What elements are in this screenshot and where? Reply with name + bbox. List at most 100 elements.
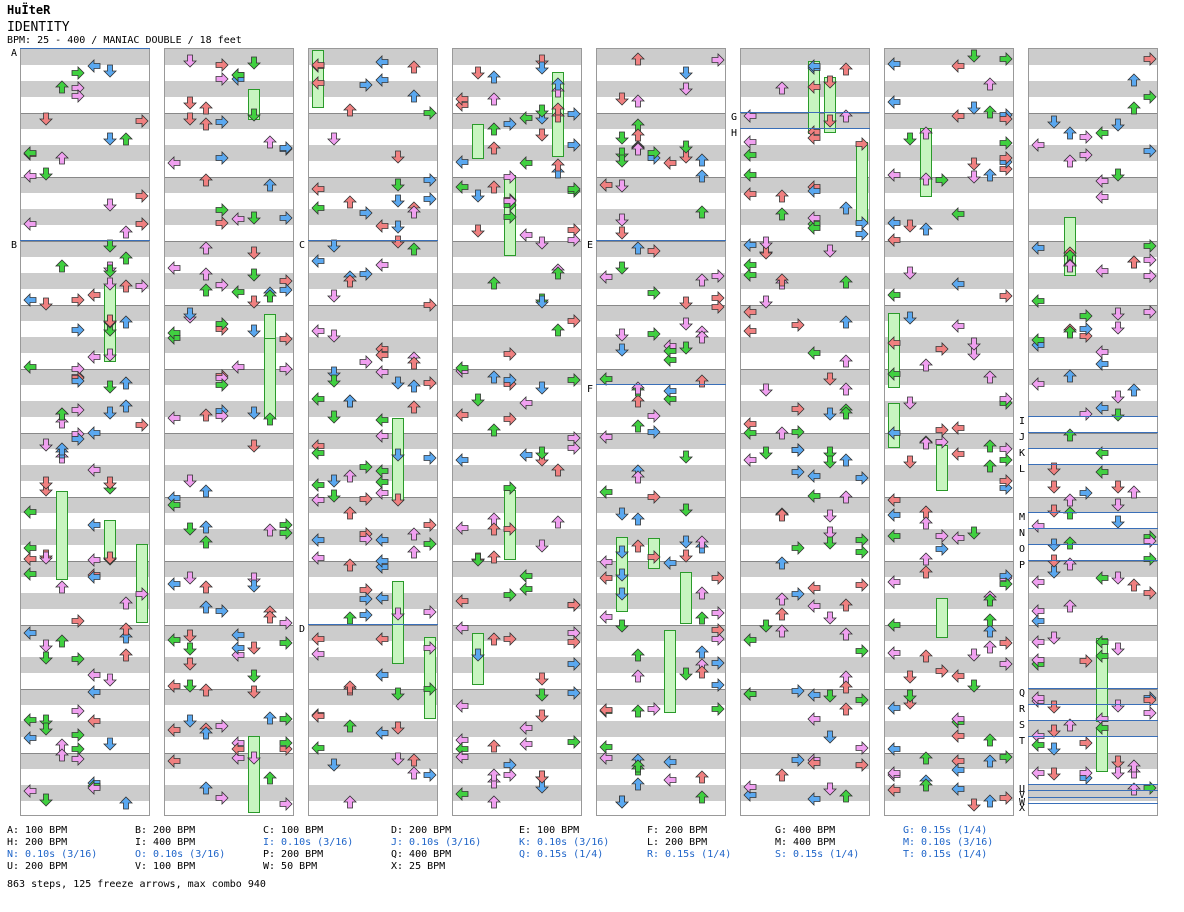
step-arrow-icon: [87, 685, 101, 699]
measure-line: [165, 369, 293, 370]
step-arrow-icon: [23, 713, 37, 727]
legend-entry: Q: 0.15s (1/4): [519, 849, 604, 860]
step-arrow-icon: [119, 630, 133, 644]
step-arrow-icon: [951, 447, 965, 461]
step-arrow-icon: [327, 474, 341, 488]
step-arrow-icon: [999, 474, 1013, 488]
step-arrow-icon: [1095, 571, 1109, 585]
step-arrow-icon: [103, 737, 117, 751]
step-arrow-icon: [183, 657, 197, 671]
step-arrow-icon: [247, 685, 261, 699]
step-arrow-icon: [1111, 168, 1125, 182]
step-arrow-icon: [343, 469, 357, 483]
measure-line: [309, 561, 437, 562]
step-arrow-icon: [103, 314, 117, 328]
step-arrow-icon: [359, 267, 373, 281]
freeze-arrow: [248, 736, 260, 813]
step-arrow-icon: [263, 610, 277, 624]
measure-line: [741, 753, 869, 754]
step-arrow-icon: [839, 453, 853, 467]
legend-entry: W: 50 BPM: [263, 861, 318, 872]
step-arrow-icon: [391, 721, 405, 735]
step-arrow-icon: [375, 258, 389, 272]
step-arrow-icon: [1079, 130, 1093, 144]
step-arrow-icon: [519, 156, 533, 170]
step-arrow-icon: [103, 264, 117, 278]
step-arrow-icon: [375, 726, 389, 740]
measure-line: [1029, 497, 1157, 498]
freeze-arrow: [472, 124, 484, 159]
step-arrow-icon: [199, 520, 213, 534]
bpm-marker-label: W: [1019, 796, 1026, 808]
step-arrow-icon: [87, 59, 101, 73]
step-arrow-icon: [615, 507, 629, 521]
step-arrow-icon: [1047, 631, 1061, 645]
step-arrow-icon: [71, 403, 85, 417]
step-arrow-icon: [71, 293, 85, 307]
step-arrow-icon: [679, 82, 693, 96]
step-arrow-icon: [183, 714, 197, 728]
step-arrow-icon: [999, 392, 1013, 406]
step-arrow-icon: [695, 770, 709, 784]
measure-line: [597, 625, 725, 626]
step-arrow-icon: [279, 636, 293, 650]
step-arrow-icon: [839, 702, 853, 716]
bpm-marker-label: D: [299, 624, 306, 635]
measure-line: [741, 305, 869, 306]
step-arrow-icon: [311, 709, 325, 723]
step-arrow-icon: [983, 105, 997, 119]
step-arrow-icon: [247, 56, 261, 70]
step-arrow-icon: [311, 254, 325, 268]
measure-line: [741, 433, 869, 434]
step-arrow-icon: [551, 158, 565, 172]
step-arrow-icon: [807, 712, 821, 726]
step-arrow-icon: [711, 623, 725, 637]
step-arrow-icon: [487, 795, 501, 809]
step-arrow-icon: [663, 556, 677, 570]
step-arrow-icon: [887, 233, 901, 247]
step-arrow-icon: [359, 608, 373, 622]
step-arrow-icon: [935, 435, 949, 449]
bpm-change-line: [1028, 720, 1158, 721]
step-arrow-icon: [967, 798, 981, 812]
step-arrow-icon: [503, 347, 517, 361]
measure-line: [1029, 241, 1157, 242]
step-arrow-icon: [199, 117, 213, 131]
step-arrow-icon: [567, 441, 581, 455]
step-arrow-icon: [615, 568, 629, 582]
step-arrow-icon: [503, 210, 517, 224]
legend-entry: P: 200 BPM: [263, 849, 324, 860]
step-arrow-icon: [119, 648, 133, 662]
step-arrow-icon: [807, 211, 821, 225]
measure-line: [21, 625, 149, 626]
step-arrow-icon: [951, 421, 965, 435]
step-arrow-icon: [199, 283, 213, 297]
step-arrow-icon: [1143, 305, 1157, 319]
step-arrow-icon: [615, 179, 629, 193]
bpm-marker-label: S: [1019, 720, 1026, 731]
step-arrow-icon: [615, 587, 629, 601]
freeze-arrow: [664, 630, 676, 713]
measure-line: [453, 241, 581, 242]
step-arrow-icon: [983, 370, 997, 384]
step-arrow-icon: [183, 54, 197, 68]
step-arrow-icon: [247, 324, 261, 338]
step-arrow-icon: [1127, 782, 1141, 796]
step-arrow-icon: [23, 217, 37, 231]
step-arrow-icon: [1127, 485, 1141, 499]
step-arrow-icon: [199, 683, 213, 697]
step-arrow-icon: [567, 233, 581, 247]
step-arrow-icon: [679, 317, 693, 331]
measure-line: [165, 561, 293, 562]
bpm-change-line: [1028, 736, 1158, 737]
step-arrow-icon: [903, 132, 917, 146]
step-arrow-icon: [567, 138, 581, 152]
step-arrow-icon: [903, 670, 917, 684]
step-arrow-icon: [247, 295, 261, 309]
step-arrow-icon: [791, 541, 805, 555]
step-arrow-icon: [343, 195, 357, 209]
step-arrow-icon: [311, 478, 325, 492]
step-arrow-icon: [647, 409, 661, 423]
step-arrow-icon: [951, 277, 965, 291]
